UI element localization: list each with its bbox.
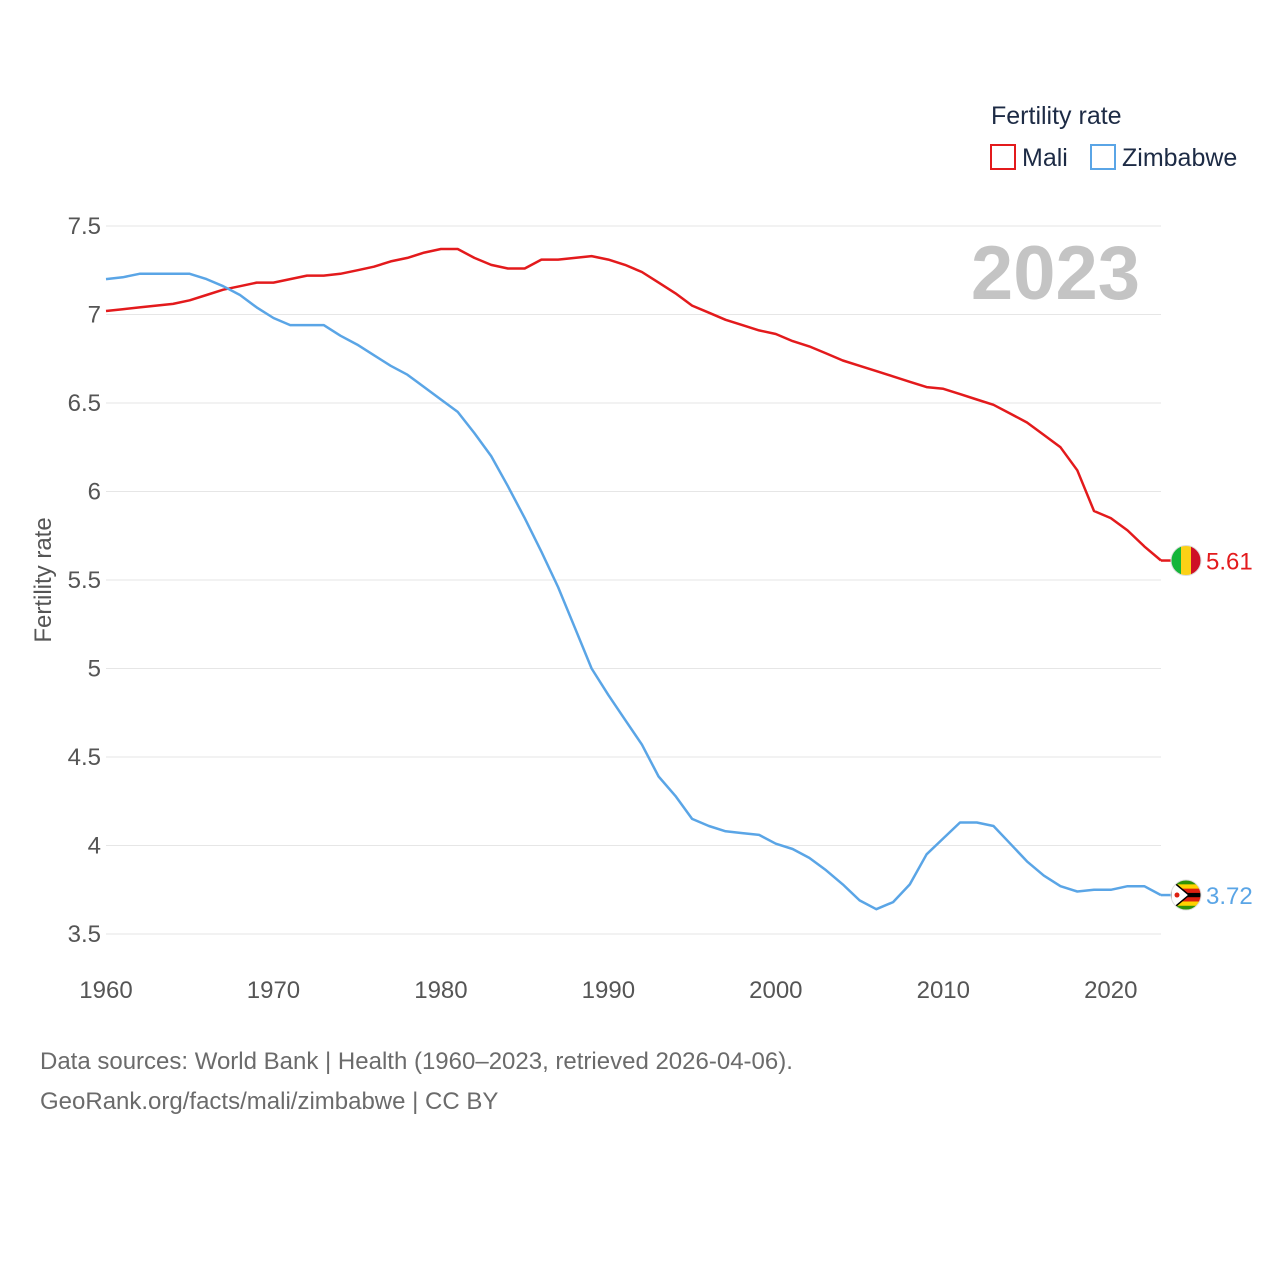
x-tick-label: 2010 <box>917 977 970 1004</box>
legend-label-mali[interactable]: Mali <box>1022 144 1068 172</box>
end-value-zimbabwe: 3.72 <box>1206 883 1253 910</box>
x-tick-label: 1990 <box>582 977 635 1004</box>
x-tick-label: 1960 <box>79 977 132 1004</box>
y-tick-label: 6.5 <box>68 390 101 417</box>
credit-link[interactable]: GeoRank.org/facts/mali/zimbabwe | CC BY <box>40 1088 499 1115</box>
zimbabwe-flag-icon <box>1170 879 1202 911</box>
y-axis-ticks: 3.5 4 4.5 5 5.5 6 6.5 7 7.5 <box>68 213 101 948</box>
legend-title: Fertility rate <box>991 102 1122 130</box>
x-tick-label: 2000 <box>749 977 802 1004</box>
year-watermark: 2023 <box>971 231 1140 316</box>
legend-swatch-mali[interactable] <box>990 144 1016 170</box>
y-tick-label: 3.5 <box>68 921 101 948</box>
x-tick-label: 2020 <box>1084 977 1137 1004</box>
gridlines <box>106 225 1161 935</box>
mali-flag-icon <box>1170 545 1202 577</box>
footer: Data sources: World Bank | Health (1960–… <box>40 1042 793 1122</box>
legend-swatch-zimbabwe[interactable] <box>1090 144 1116 170</box>
x-tick-label: 1980 <box>414 977 467 1004</box>
y-tick-label: 5.5 <box>68 567 101 594</box>
y-tick-label: 7 <box>88 302 101 329</box>
series-line-zimbabwe[interactable] <box>105 272 1162 911</box>
y-tick-label: 4.5 <box>68 744 101 771</box>
end-value-mali: 5.61 <box>1206 549 1253 576</box>
y-tick-label: 6 <box>88 479 101 506</box>
data-sources: Data sources: World Bank | Health (1960–… <box>40 1048 793 1075</box>
y-axis-title: Fertility rate <box>30 517 57 642</box>
legend: Fertility rate Mali Zimbabwe <box>990 102 1237 172</box>
end-markers: 5.61 3.72 <box>1161 545 1253 911</box>
fertility-chart: Fertility rate Mali Zimbabwe 2023 Fertil… <box>30 102 1253 1004</box>
x-tick-label: 1970 <box>247 977 300 1004</box>
series-line-mali[interactable] <box>105 247 1162 562</box>
series-lines <box>105 247 1162 911</box>
y-tick-label: 4 <box>88 833 101 860</box>
y-tick-label: 5 <box>88 656 101 683</box>
y-tick-label: 7.5 <box>68 213 101 240</box>
x-axis-ticks: 1960 1970 1980 1990 2000 2010 2020 <box>79 977 1137 1004</box>
legend-label-zimbabwe[interactable]: Zimbabwe <box>1122 144 1237 172</box>
